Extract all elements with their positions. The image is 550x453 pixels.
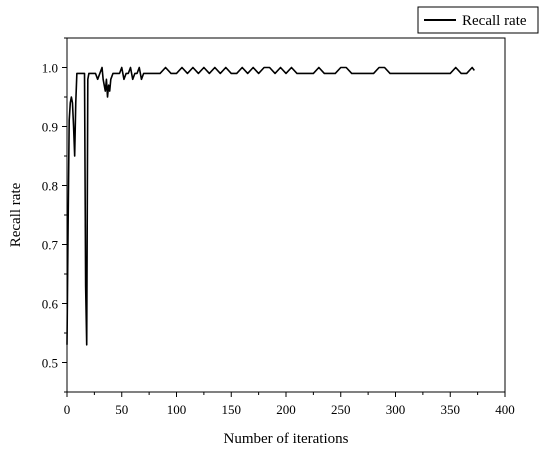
- y-tick-label: 0.5: [42, 356, 58, 371]
- x-tick-label: 300: [386, 402, 406, 417]
- x-tick-label: 0: [64, 402, 71, 417]
- x-tick-label: 50: [115, 402, 128, 417]
- y-tick-label: 0.7: [42, 238, 59, 253]
- y-axis-ticks: 0.5 0.6 0.7 0.8 0.9 1.0: [42, 37, 67, 393]
- x-tick-label: 200: [276, 402, 296, 417]
- y-tick-label: 1.0: [42, 61, 58, 76]
- series-layer: [66, 66, 475, 346]
- y-tick-label: 0.6: [42, 297, 59, 312]
- y-axis-title: Recall rate: [8, 182, 24, 247]
- legend-label-recall-rate: Recall rate: [462, 13, 527, 29]
- x-axis-title: Number of iterations: [224, 431, 349, 447]
- x-tick-label: 250: [331, 402, 351, 417]
- x-tick-label: 100: [167, 402, 187, 417]
- y-tick-label: 0.9: [42, 120, 58, 135]
- x-tick-label: 150: [222, 402, 242, 417]
- legend: Recall rate: [417, 6, 539, 34]
- y-tick-label: 0.8: [42, 179, 58, 194]
- x-tick-label: 400: [495, 402, 515, 417]
- series-line-recall-rate: [66, 66, 475, 346]
- x-axis-ticks: 0 50 100 150 200 250 300 350 400: [64, 392, 515, 417]
- x-tick-label: 350: [441, 402, 461, 417]
- plot-frame: [66, 37, 506, 393]
